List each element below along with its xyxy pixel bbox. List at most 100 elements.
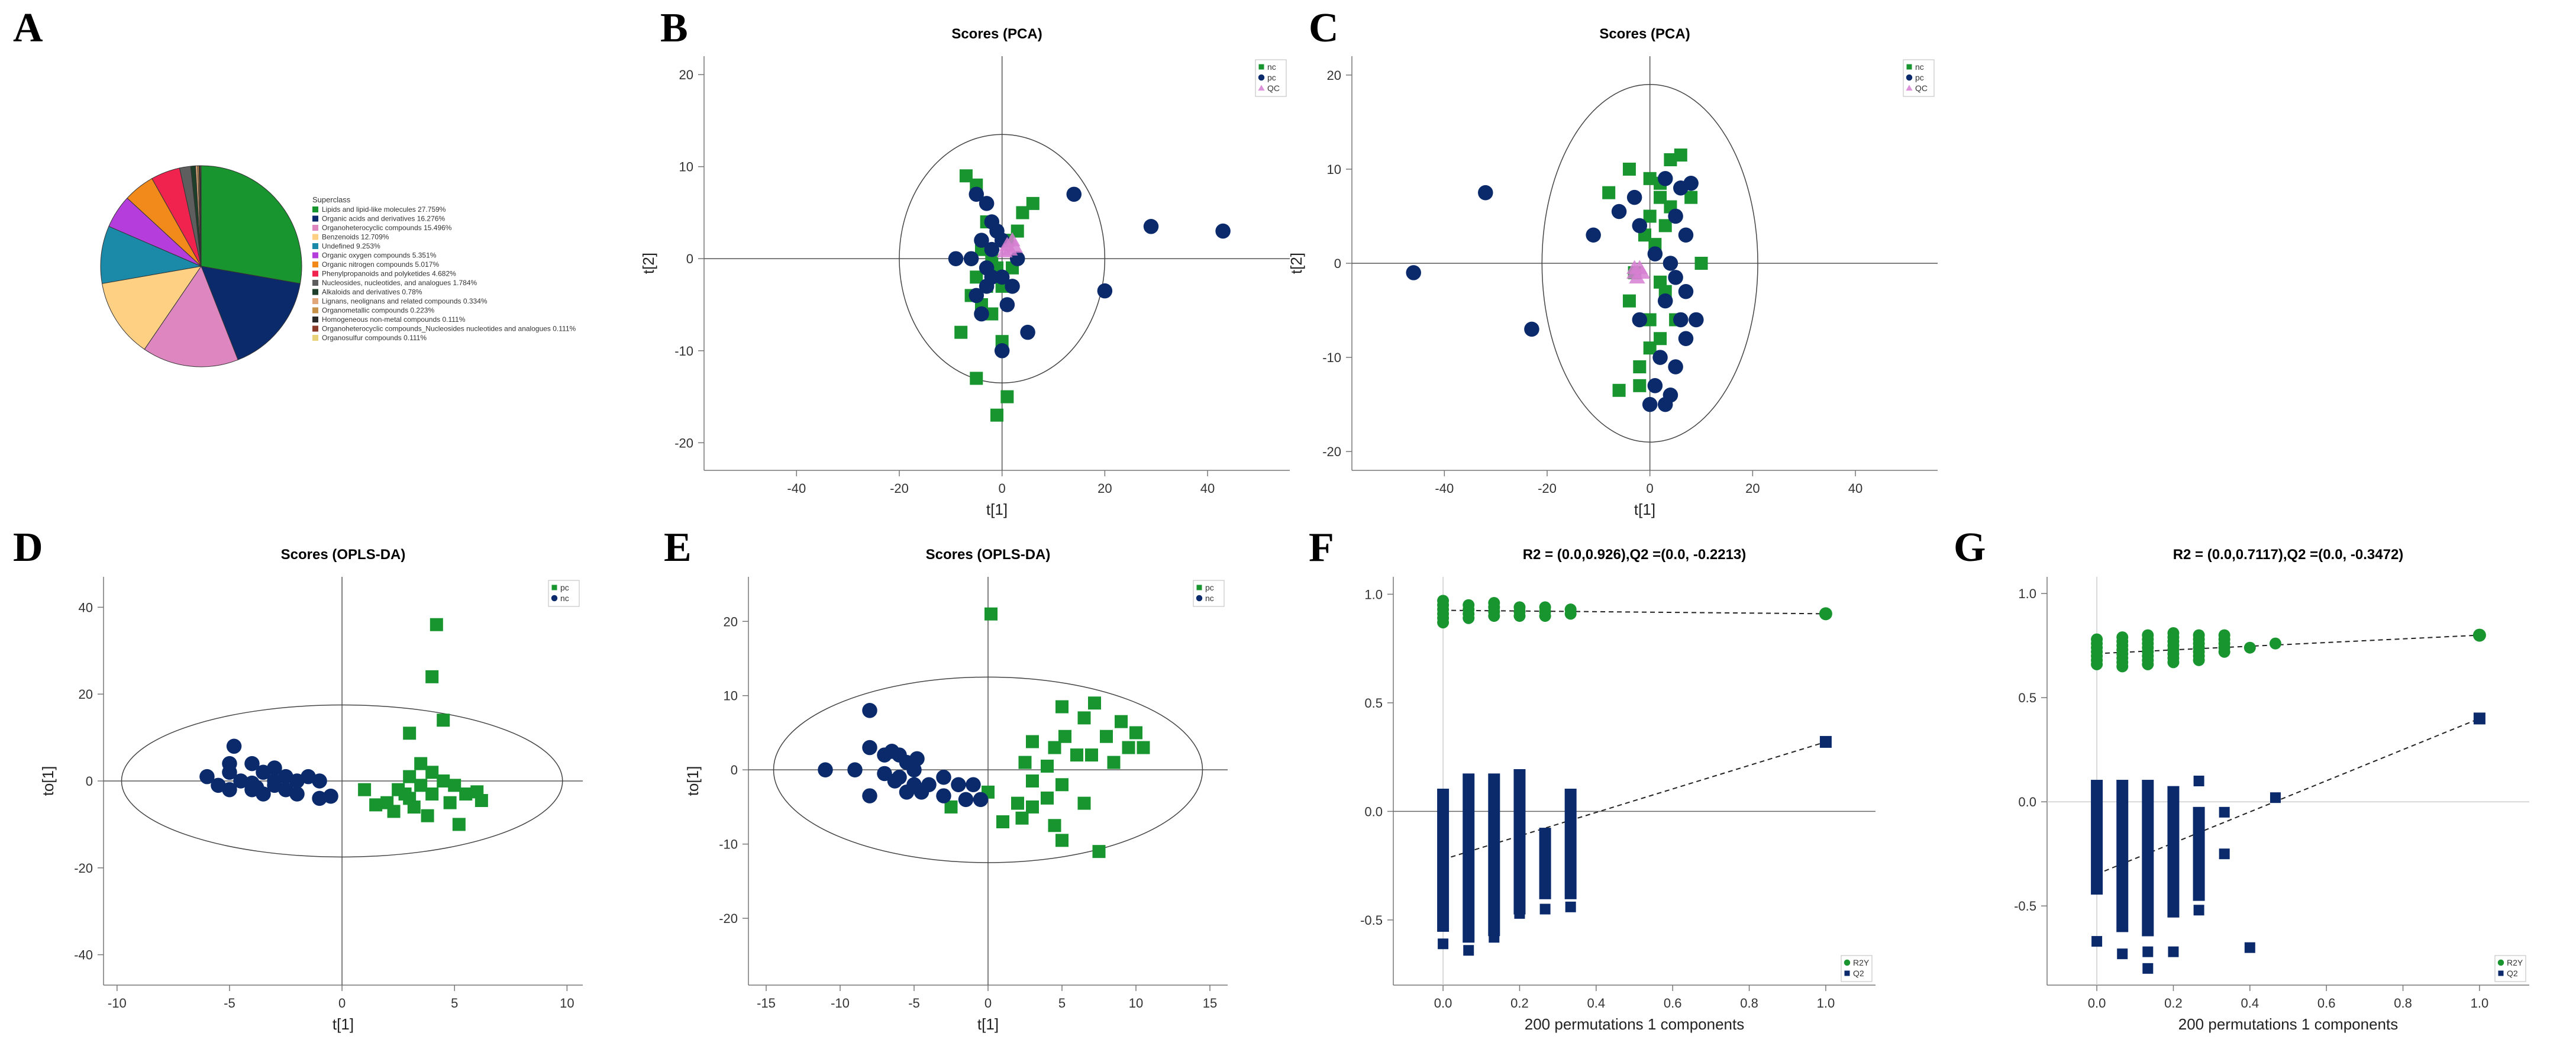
data-point-pc [1668,208,1683,224]
data-point-pc [1100,730,1113,743]
data-point-pc [1647,246,1663,262]
q2-original-point [2473,712,2485,725]
data-point-pc [1137,741,1150,754]
data-point-pc [1652,350,1668,365]
pie-legend-label: Organoheterocyclic compounds_Nucleosides… [322,325,576,333]
data-point-nc [970,372,983,385]
panel-c: Scores (PCA) -40 -20 0 20 40 -20 -10 0 10 20 t[1] t[… [1287,26,1938,518]
pie-legend-label: Alkaloids and derivatives 0.78% [322,288,422,296]
data-point-nc [862,740,877,756]
x-tick-label: 1.0 [2471,996,2489,1011]
data-point-pc [448,779,461,792]
legend-marker-nc [1906,64,1912,70]
data-point-pc [994,343,1010,359]
x-tick-label: 0.8 [1740,996,1758,1011]
data-point-pc [421,809,434,822]
x-tick-label: 0.8 [2394,996,2412,1011]
pie-legend-label: Organoheterocyclic compounds 15.496% [322,224,452,232]
data-point-nc [1026,196,1040,210]
data-point-pc [974,233,989,248]
y-tick-label: 0 [686,251,693,266]
data-point-pc [430,618,443,631]
pie-legend-swatch [312,289,318,295]
data-point-pc [979,196,995,211]
r2y-point [1513,601,1526,614]
r2y-point [2116,631,2129,644]
data-point-nc [1643,313,1657,327]
x-axis-label: t[1] [986,501,1008,518]
series-nc [818,703,989,808]
y-tick-label: -0.5 [1360,913,1383,928]
q2-column [1564,789,1577,899]
panel-b: Scores (PCA) -40 -20 0 20 40 -20 -10 0 10 20 t[1] t[… [640,26,1290,518]
data-point-pc [437,714,450,727]
panel-d: Scores (OPLS-DA) -10 -5 0 5 10 -40 -20 0 20 40 t[1]… [39,547,583,1033]
legend-marker-pc [1196,585,1202,590]
pie-slice [101,266,202,350]
r2y-point [2218,629,2230,641]
pie-legend-label: Organosulfur compounds 0.111% [322,334,427,342]
data-point-nc [1622,162,1636,176]
pie-slice [100,225,202,284]
q2-point [2193,905,2204,916]
data-point-pc [1642,396,1658,412]
legend-label-pc: pc [560,583,569,592]
x-tick-label: 20 [1745,481,1760,496]
data-point-nc [936,769,951,785]
y-axis-label: to[1] [39,766,57,796]
data-point-pc [1011,796,1024,810]
data-point-nc [1643,341,1657,355]
r2y-point [2243,641,2256,654]
data-point-pc [1066,186,1082,202]
data-point-pc [1689,312,1704,328]
data-point-pc [1097,283,1113,299]
y-tick-label: 0.0 [1364,804,1383,819]
chart-title: Scores (PCA) [1599,26,1690,42]
data-point-pc [1092,845,1106,858]
data-point-pc [984,607,998,621]
data-point-pc [1085,748,1098,762]
series-r2y [1437,595,1832,629]
x-tick-label: 0.6 [2317,996,2336,1011]
data-point-pc [387,805,401,818]
q2-column [1539,828,1551,899]
legend-marker-nc [1258,64,1264,70]
q2-column [1437,789,1450,932]
data-point-pc [1632,312,1648,328]
legend-marker-pc [551,585,557,590]
r2y-original-point [2472,628,2486,642]
data-point-pc [1524,321,1539,337]
r2y-point [1463,599,1475,611]
y-axis-label: t[2] [1287,253,1305,274]
data-point-nc [1664,153,1677,166]
y-tick-label: 10 [679,160,693,175]
data-point-pc [1026,800,1039,814]
pie-legend-swatch [312,298,318,304]
panel-label-a: A [13,5,43,51]
y-tick-label: 40 [79,600,93,615]
y-tick-label: 0.0 [2018,795,2036,809]
x-tick-label: 0 [984,996,992,1011]
data-point-nc [847,762,863,777]
confidence-ellipse [121,704,563,858]
confidence-ellipse [773,676,1203,863]
x-tick-label: 0 [1647,481,1654,496]
data-point-pc [1129,726,1142,740]
data-point-nc [1633,360,1647,373]
data-point-nc [1602,186,1616,199]
data-point-pc [1586,227,1601,243]
data-point-pc [1215,223,1231,239]
data-point-pc [1657,396,1673,412]
x-tick-label: 40 [1200,481,1215,496]
x-tick-label: 0 [999,481,1006,496]
x-tick-label: -5 [908,996,920,1011]
x-axis-label: t[1] [977,1015,999,1033]
q2-point [1514,908,1525,919]
pie-slice [144,265,238,367]
data-point-nc [1016,206,1029,220]
data-point-pc [1683,176,1699,191]
x-tick-label: 0.4 [1587,996,1606,1011]
chart-title: R2 = (0.0,0.7117),Q2 =(0.0, -0.3472) [2173,547,2404,563]
pie-legend-label: Phenylpropanoids and polyketides 4.682% [322,270,456,278]
